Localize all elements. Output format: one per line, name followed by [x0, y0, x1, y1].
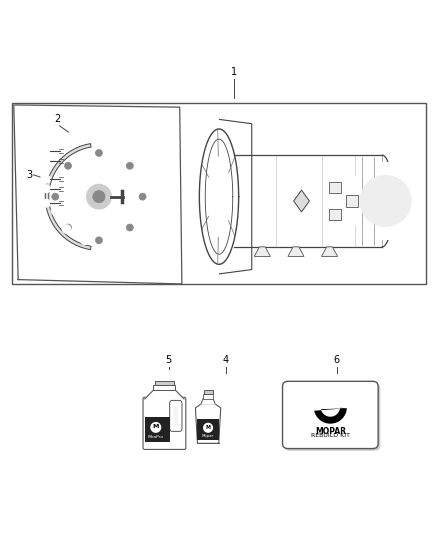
Polygon shape [195, 404, 221, 443]
Circle shape [95, 149, 102, 157]
Text: 5: 5 [166, 355, 172, 365]
Circle shape [202, 259, 210, 267]
Circle shape [225, 262, 233, 269]
Text: 2: 2 [54, 114, 60, 124]
Circle shape [42, 199, 50, 207]
Text: 6: 6 [334, 355, 340, 365]
Circle shape [126, 162, 133, 169]
Polygon shape [288, 247, 304, 256]
Circle shape [202, 126, 210, 134]
Circle shape [139, 193, 146, 200]
Circle shape [81, 236, 89, 245]
Circle shape [360, 175, 411, 227]
Polygon shape [314, 408, 347, 424]
Bar [346, 195, 357, 207]
Bar [12, 103, 426, 284]
Bar [153, 385, 176, 390]
Circle shape [49, 147, 149, 247]
Text: MoaPro: MoaPro [148, 435, 164, 439]
Bar [329, 182, 341, 193]
Circle shape [87, 184, 111, 209]
Circle shape [42, 175, 50, 183]
Text: REBUILD KIT: REBUILD KIT [311, 433, 350, 438]
Circle shape [187, 166, 194, 173]
Polygon shape [293, 190, 309, 212]
Circle shape [93, 190, 105, 203]
Text: 1: 1 [231, 67, 237, 77]
Circle shape [51, 206, 60, 215]
Bar [329, 209, 341, 221]
FancyBboxPatch shape [143, 397, 186, 449]
Polygon shape [145, 390, 184, 399]
FancyBboxPatch shape [173, 407, 178, 425]
Circle shape [42, 157, 50, 165]
Text: M: M [152, 424, 159, 429]
Circle shape [64, 162, 71, 169]
Circle shape [64, 224, 71, 231]
Circle shape [42, 147, 50, 155]
Polygon shape [201, 399, 215, 404]
Bar [155, 381, 174, 385]
Text: MOPAR: MOPAR [315, 427, 346, 436]
Circle shape [42, 185, 50, 193]
Circle shape [242, 226, 250, 233]
Polygon shape [254, 247, 270, 256]
Circle shape [62, 225, 71, 233]
Circle shape [52, 193, 59, 200]
FancyBboxPatch shape [285, 384, 380, 451]
Bar [197, 419, 219, 440]
Circle shape [95, 237, 102, 244]
Polygon shape [321, 247, 338, 256]
Circle shape [203, 423, 213, 433]
Text: M: M [205, 425, 211, 430]
Bar [204, 390, 212, 394]
FancyBboxPatch shape [170, 400, 182, 431]
Circle shape [347, 163, 424, 239]
Bar [203, 394, 213, 399]
Polygon shape [45, 143, 91, 249]
Bar [145, 417, 170, 442]
Circle shape [225, 124, 233, 132]
Text: 4: 4 [223, 355, 229, 365]
Circle shape [150, 422, 161, 433]
Circle shape [126, 224, 133, 231]
FancyBboxPatch shape [283, 381, 378, 449]
Text: 3: 3 [26, 170, 32, 180]
Circle shape [242, 159, 250, 167]
Circle shape [187, 220, 194, 228]
Text: Mopar: Mopar [202, 434, 214, 438]
